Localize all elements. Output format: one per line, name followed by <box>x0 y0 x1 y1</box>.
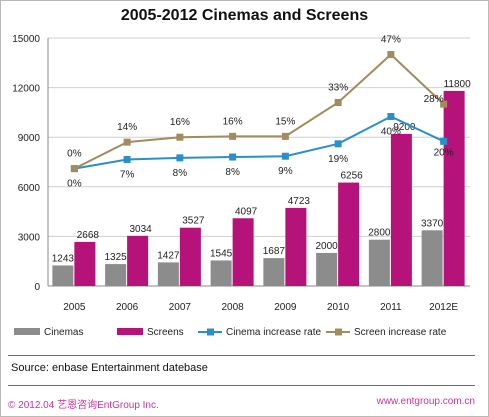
legend-label: Screens <box>147 327 184 338</box>
source-divider-top <box>8 355 475 356</box>
screen-rate-label: 0% <box>67 149 82 160</box>
bar-label-cinemas: 1687 <box>263 246 286 257</box>
cinema-rate-label: 7% <box>120 170 135 181</box>
bar-label-cinemas: 2800 <box>368 228 391 239</box>
cinema-rate-label: 19% <box>328 154 348 165</box>
legend-swatch <box>117 328 143 335</box>
cinema-rate-marker <box>281 152 289 160</box>
bar-label-screens: 4723 <box>288 196 311 207</box>
y-tick-label: 15000 <box>12 34 40 45</box>
cinema-rate-label: 9% <box>278 166 293 177</box>
x-tick-label: 2011 <box>380 302 402 313</box>
y-tick-label: 3000 <box>18 232 41 243</box>
bar-screens <box>179 227 201 286</box>
screen-rate-label: 16% <box>170 117 190 128</box>
y-tick-label: 0 <box>34 282 40 293</box>
bar-label-cinemas: 1243 <box>52 253 75 264</box>
screen-rate-line <box>73 53 445 170</box>
bar-cinemas <box>105 264 127 286</box>
bar-label-screens: 6256 <box>341 171 364 182</box>
screen-rate-marker <box>281 132 289 140</box>
cinema-rate-label: 8% <box>225 167 240 178</box>
legend-label: Screen increase rate <box>354 327 447 338</box>
chart-title: 2005-2012 Cinemas and Screens <box>120 7 369 24</box>
screen-rate-marker <box>440 100 448 108</box>
x-tick-label: 2008 <box>222 302 245 313</box>
screen-rate-label: 15% <box>275 116 295 127</box>
bar-cinemas <box>263 258 285 286</box>
bar-label-screens: 4097 <box>235 206 258 217</box>
bar-cinemas <box>316 252 338 286</box>
y-tick-label: 12000 <box>12 84 40 95</box>
screen-rate-label: 28% <box>424 94 444 105</box>
legend-marker <box>207 328 214 336</box>
cinema-rate-marker <box>334 140 342 148</box>
bar-label-cinemas: 1545 <box>210 248 233 259</box>
screen-rate-marker <box>70 165 78 173</box>
screen-rate-marker <box>229 132 237 140</box>
bar-label-cinemas: 3370 <box>421 218 444 229</box>
cinema-rate-label: 0% <box>67 179 82 190</box>
x-tick-label: 2009 <box>274 302 297 313</box>
x-tick-label: 2006 <box>116 302 139 313</box>
bar-label-screens: 11800 <box>444 79 472 90</box>
bar-cinemas <box>368 239 390 286</box>
bar-cinemas <box>157 262 179 286</box>
bar-label-cinemas: 2000 <box>316 241 339 252</box>
screen-rate-marker <box>123 138 131 146</box>
x-tick-label: 2010 <box>327 302 350 313</box>
bar-cinemas <box>421 230 443 286</box>
source-text: Source: enbase Entertainment datebase <box>11 362 208 374</box>
bar-screens <box>74 241 96 286</box>
cinema-rate-marker <box>176 154 184 162</box>
footer-copyright: © 2012.04 艺恩咨询EntGroup Inc. <box>8 400 159 411</box>
cinema-rate-marker <box>229 153 237 161</box>
cinema-rate-marker <box>387 113 395 121</box>
cinema-rate-label: 20% <box>434 147 454 158</box>
x-tick-label: 2007 <box>169 302 192 313</box>
x-tick-label: 2005 <box>63 302 86 313</box>
screen-rate-label: 33% <box>328 82 348 93</box>
bar-label-cinemas: 1427 <box>157 250 180 261</box>
bar-screens <box>285 207 307 286</box>
y-tick-label: 9000 <box>18 133 41 144</box>
cinema-rate-marker <box>440 137 448 145</box>
bar-label-screens: 2668 <box>77 230 100 241</box>
screen-rate-marker <box>387 51 395 59</box>
bar-label-screens: 9200 <box>393 122 416 133</box>
y-tick-label: 6000 <box>18 183 41 194</box>
bar-label-screens: 3527 <box>182 216 205 227</box>
bar-cinemas <box>52 265 74 286</box>
bar-cinemas <box>210 260 232 286</box>
legend-label: Cinemas <box>44 327 83 338</box>
x-tick-label: 2012E <box>429 302 458 313</box>
source-divider-bottom <box>8 385 475 386</box>
bar-screens <box>338 182 360 286</box>
legend-marker <box>335 328 342 336</box>
screen-rate-label: 47% <box>381 35 401 46</box>
bar-label-cinemas: 1325 <box>105 252 128 263</box>
cinema-rate-label: 40% <box>381 127 401 138</box>
screen-rate-label: 16% <box>223 116 243 127</box>
cinema-rate-line <box>74 115 445 170</box>
legend-label: Cinema increase rate <box>226 327 321 338</box>
footer-website: www.entgroup.com.cn <box>376 396 475 407</box>
screen-rate-marker <box>176 133 184 141</box>
bar-screens <box>232 218 254 286</box>
legend-swatch <box>14 328 40 335</box>
bar-screens <box>127 235 149 286</box>
cinema-rate-label: 8% <box>173 168 188 179</box>
bar-label-screens: 3034 <box>130 224 153 235</box>
bar-screens <box>443 90 465 286</box>
bar-screens <box>390 133 412 286</box>
cinema-rate-marker <box>123 156 131 164</box>
screen-rate-label: 14% <box>117 122 137 133</box>
screen-rate-marker <box>334 98 342 106</box>
